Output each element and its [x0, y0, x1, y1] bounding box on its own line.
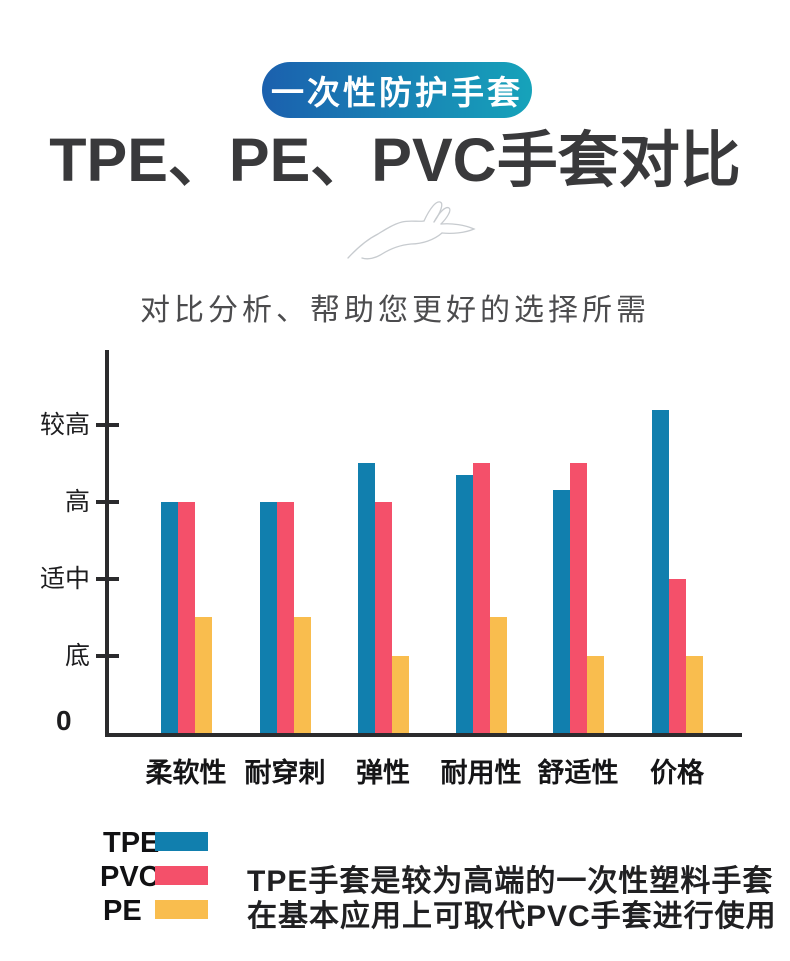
description-line-2: 在基本应用上可取代PVC手套进行使用	[247, 900, 777, 933]
category-badge: 一次性防护手套	[262, 62, 532, 118]
x-category-label: 耐穿刺	[244, 758, 326, 788]
legend-swatch-pvc	[155, 866, 208, 885]
bar-pvc	[178, 502, 195, 733]
bar-tpe	[553, 490, 570, 733]
legend-swatch-tpe	[155, 832, 208, 851]
y-tick-label: 较高	[39, 411, 90, 439]
y-axis-tick	[96, 423, 119, 427]
page-title: TPE、PE、PVC手套对比	[49, 126, 741, 194]
bar-tpe	[260, 502, 277, 733]
badge-label: 一次性防护手套	[271, 74, 523, 111]
hand-sketch-icon	[347, 201, 476, 260]
y-tick-label: 底	[64, 642, 90, 670]
bar-pvc	[669, 579, 686, 733]
legend-label-tpe: TPE	[103, 827, 160, 859]
bar-pe	[294, 617, 311, 733]
bar-pe	[490, 617, 507, 733]
bar-pe	[195, 617, 212, 733]
x-category-label: 舒适性	[537, 758, 619, 788]
y-tick-label-zero: 0	[56, 705, 72, 736]
bar-pvc	[375, 502, 392, 733]
page-subtitle: 对比分析、帮助您更好的选择所需	[140, 294, 650, 327]
legend-label-pe: PE	[103, 895, 142, 927]
y-axis-line	[105, 350, 109, 737]
bar-tpe	[652, 410, 669, 733]
x-category-label: 弹性	[356, 758, 410, 788]
bar-pe	[392, 656, 409, 733]
x-category-label: 价格	[650, 758, 704, 788]
bar-tpe	[456, 475, 473, 733]
y-tick-label: 高	[64, 488, 90, 516]
y-axis-tick	[96, 577, 119, 581]
comparison-bar-chart: 0 底 适中 高 较高柔软性 耐穿刺 弹性 耐用性 舒适性 价格	[39, 350, 742, 788]
x-category-label: 耐用性	[440, 758, 522, 788]
x-category-label: 柔软性	[145, 758, 227, 788]
description-line-1: TPE手套是较为高端的一次性塑料手套	[247, 865, 774, 898]
legend-label-pvc: PVC	[100, 861, 160, 893]
bar-tpe	[358, 463, 375, 733]
bar-pe	[686, 656, 703, 733]
bar-tpe	[161, 502, 178, 733]
y-tick-label: 适中	[39, 565, 90, 593]
bar-pvc	[277, 502, 294, 733]
y-axis-tick	[96, 500, 119, 504]
x-axis-line	[105, 733, 742, 737]
bar-pvc	[473, 463, 490, 733]
bar-pvc	[570, 463, 587, 733]
bar-pe	[587, 656, 604, 733]
y-axis-tick	[96, 654, 119, 658]
legend-swatch-pe	[155, 900, 208, 919]
